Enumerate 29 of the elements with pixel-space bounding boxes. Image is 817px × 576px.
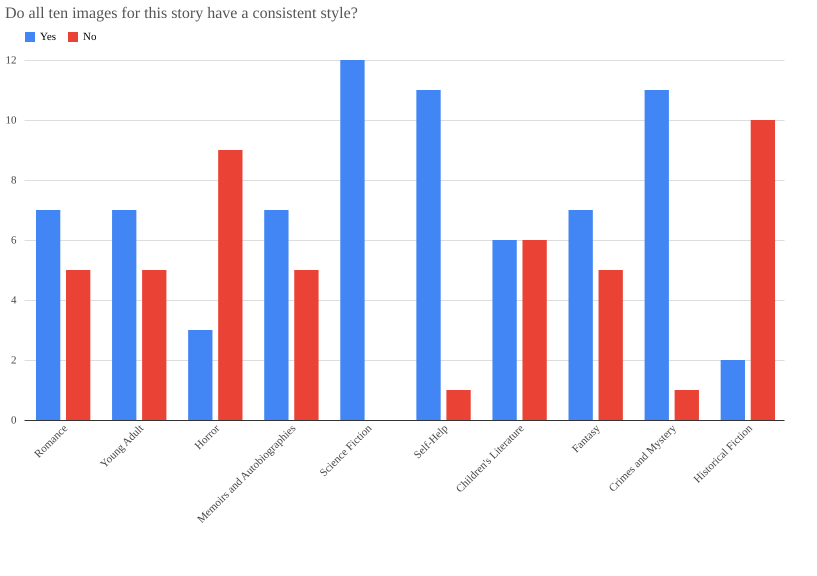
legend-label: Yes: [40, 31, 56, 43]
y-tick-label: 8: [11, 174, 17, 186]
bar: [112, 210, 136, 420]
bar: [36, 210, 60, 420]
bar: [674, 390, 699, 420]
bar: [340, 60, 365, 420]
y-tick-label: 10: [6, 114, 17, 126]
y-tick-label: 2: [11, 354, 16, 366]
y-tick-label: 12: [6, 54, 16, 66]
bar: [264, 210, 289, 420]
bar: [720, 360, 745, 420]
bar: [218, 150, 242, 420]
bar: [188, 330, 212, 420]
bar: [492, 240, 517, 420]
bar: [294, 270, 319, 420]
y-tick-label: 0: [11, 414, 17, 426]
bar: [66, 270, 90, 420]
bar: [750, 120, 776, 420]
bar: [522, 240, 547, 420]
bar: [644, 90, 669, 420]
chart-title: Do all ten images for this story have a consistent style?: [5, 5, 358, 22]
bar: [598, 270, 623, 420]
y-tick-label: 6: [11, 234, 17, 246]
bar: [142, 270, 166, 420]
bar: [416, 90, 441, 420]
bar: [446, 390, 471, 420]
legend-label: No: [83, 31, 97, 43]
y-tick-label: 4: [11, 294, 17, 306]
bar: [568, 210, 593, 420]
